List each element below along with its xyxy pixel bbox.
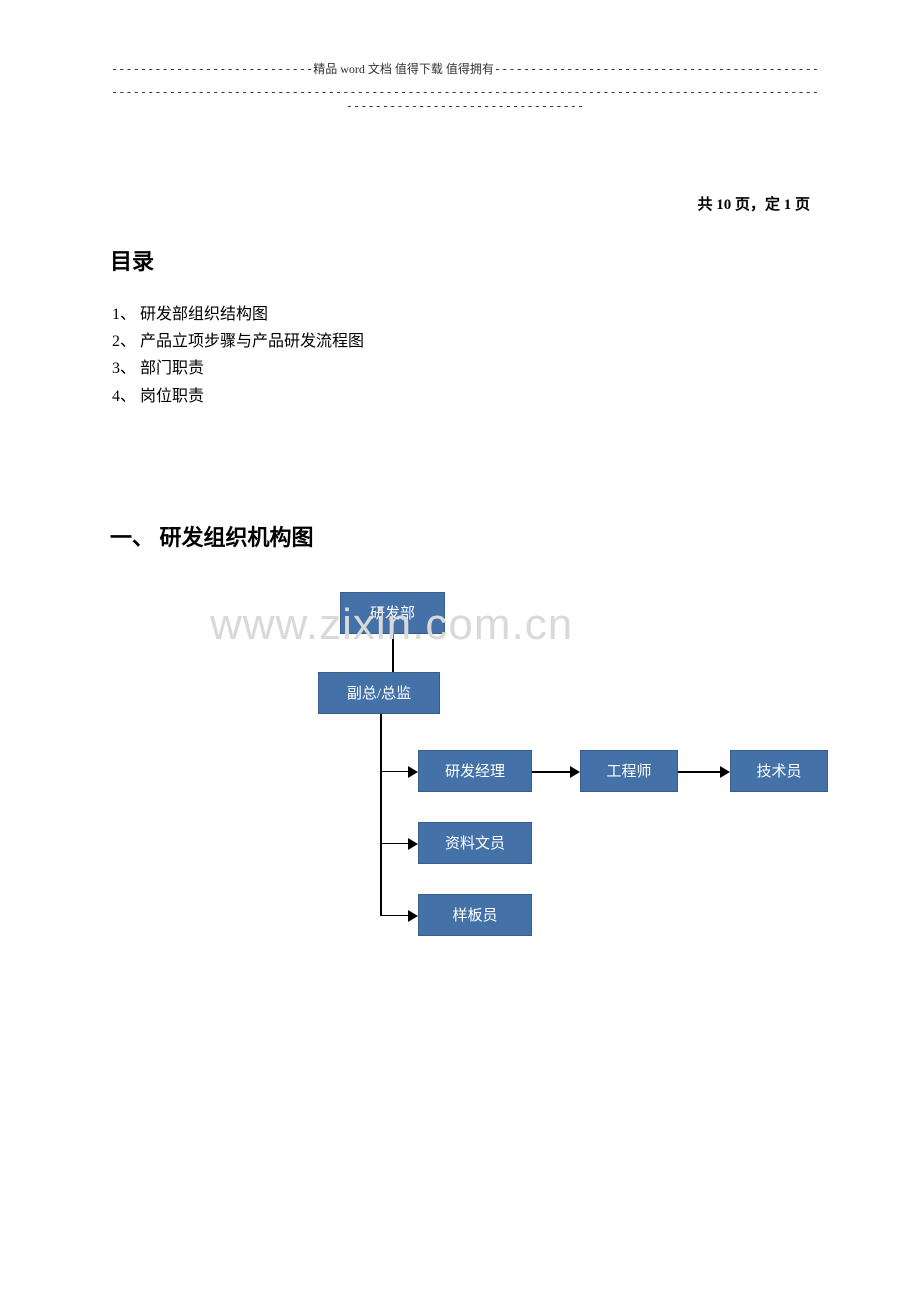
chart-node-n2: 副总/总监 [318, 672, 440, 714]
header-line-2: ----------------------------------------… [110, 85, 820, 113]
toc-item: 4、 岗位职责 [112, 383, 820, 410]
arrow-right-icon [408, 910, 418, 922]
org-chart: 研发部副总/总监研发经理工程师技术员资料文员样板员 [210, 592, 850, 932]
chart-connector [532, 771, 570, 774]
toc-title: 目录 [110, 244, 820, 276]
chart-connector [380, 915, 408, 917]
chart-connector [380, 843, 408, 845]
arrow-right-icon [570, 766, 580, 778]
chart-connector [380, 771, 408, 773]
toc-item: 1、 研发部组织结构图 [112, 301, 820, 328]
arrow-right-icon [408, 766, 418, 778]
section-title: 一、 研发组织机构图 [110, 520, 820, 552]
arrow-right-icon [720, 766, 730, 778]
toc-item: 2、 产品立项步骤与产品研发流程图 [112, 328, 820, 355]
header-line-1: ----------------------------精品 word 文档 值… [110, 60, 820, 77]
arrow-right-icon [408, 838, 418, 850]
chart-node-n5: 技术员 [730, 750, 828, 792]
toc-item: 3、 部门职责 [112, 355, 820, 382]
chart-node-n1: 研发部 [340, 592, 445, 634]
chart-connector [678, 771, 720, 774]
chart-connector [392, 634, 394, 672]
chart-node-n7: 样板员 [418, 894, 532, 936]
chart-connector [380, 714, 382, 915]
toc-list: 1、 研发部组织结构图 2、 产品立项步骤与产品研发流程图 3、 部门职责 4、… [112, 301, 820, 410]
page-info: 共 10 页，定 1 页 [110, 193, 820, 214]
chart-node-n4: 工程师 [580, 750, 678, 792]
chart-node-n6: 资料文员 [418, 822, 532, 864]
chart-node-n3: 研发经理 [418, 750, 532, 792]
